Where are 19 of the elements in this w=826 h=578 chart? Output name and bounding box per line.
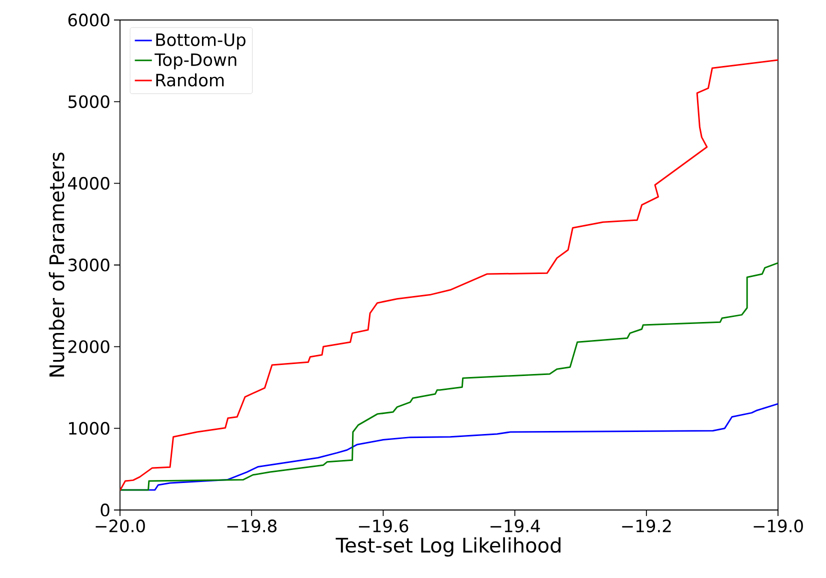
y-tick-label: 4000: [68, 176, 110, 190]
x-axis-title: Test-set Log Likelihood: [336, 537, 560, 557]
y-tick-label: 0: [100, 504, 110, 516]
x-tick-label: −19.4: [490, 520, 540, 532]
line-series: [120, 262, 778, 491]
y-tick-label: 3000: [68, 258, 110, 272]
y-tick-label: 1000: [69, 422, 110, 435]
y-tick-label: 2000: [68, 340, 110, 354]
x-tick-label: −20.0: [96, 520, 145, 532]
legend-label: Random: [156, 73, 224, 86]
legend-label: Bottom-Up: [156, 34, 246, 50]
y-tick-label: 5000: [68, 95, 110, 108]
y-tick-label: 6000: [68, 14, 110, 26]
x-tick-label: −19.2: [622, 520, 671, 532]
legend-label: Top-Down: [154, 53, 236, 70]
x-tick-label: −19.6: [358, 520, 408, 532]
y-axis-title: Number of Parameters: [48, 152, 64, 376]
x-tick-label: −19.8: [227, 520, 276, 532]
x-tick-label: −19.0: [754, 520, 803, 532]
